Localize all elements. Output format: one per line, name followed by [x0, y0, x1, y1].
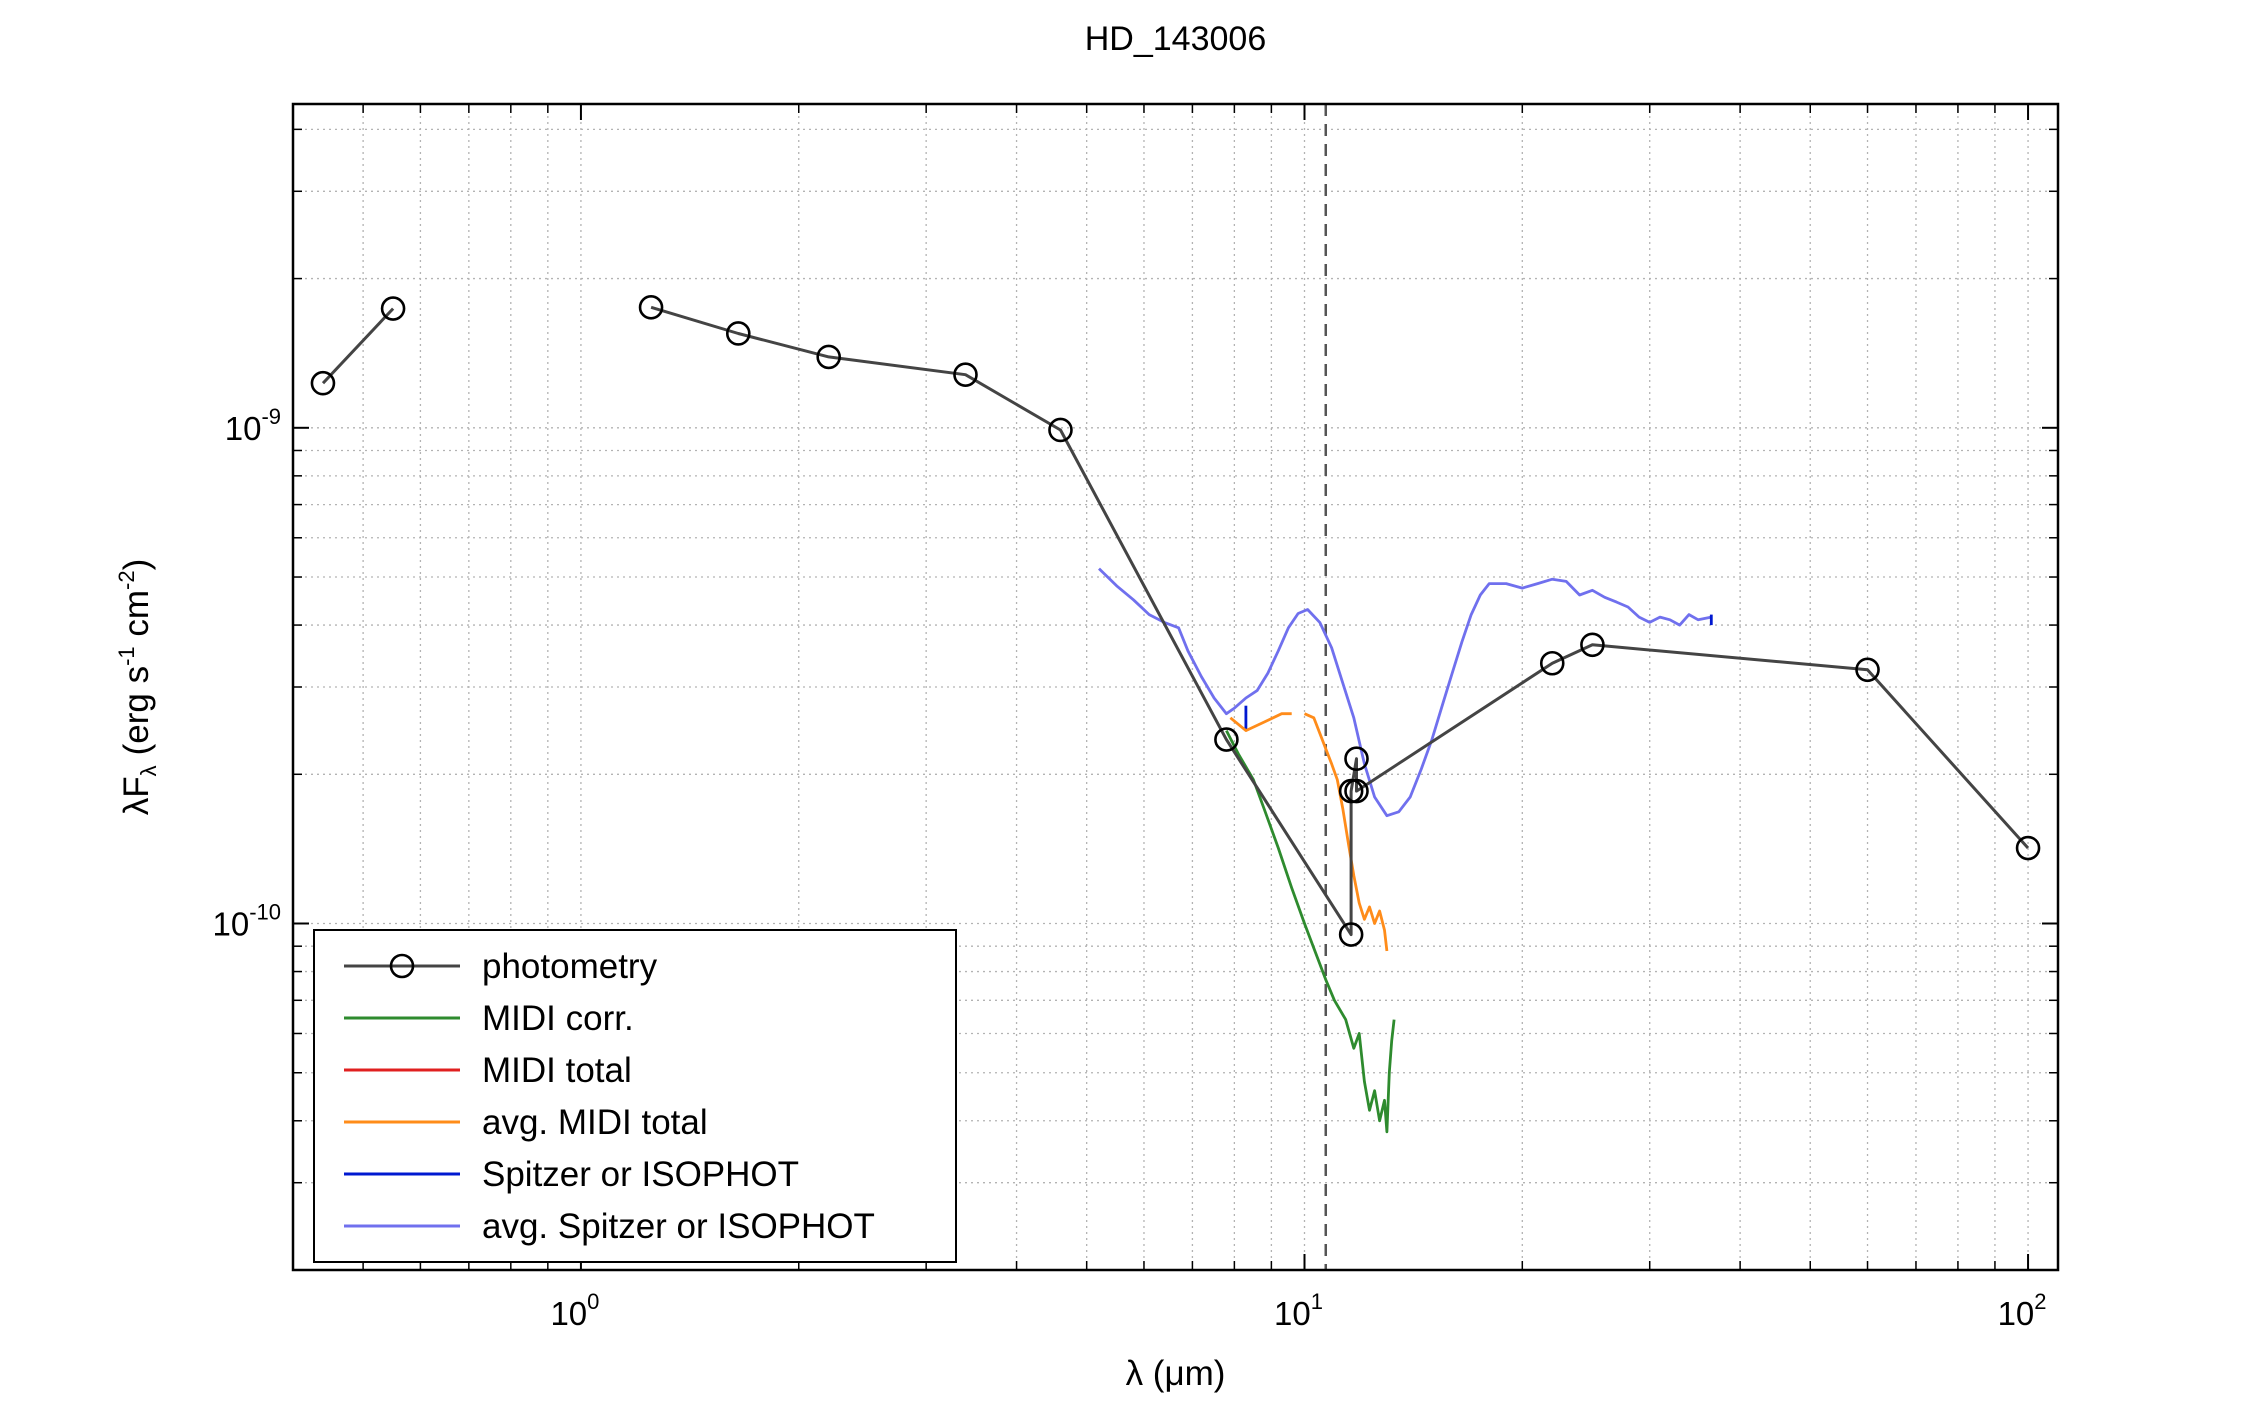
legend-marker: [389, 953, 415, 979]
series-photometry-point: [1539, 650, 1565, 676]
series-photometry-point: [725, 321, 751, 346]
x-tick-exp: 0: [587, 1289, 599, 1314]
series-photometry-point: [1048, 417, 1073, 443]
series-avg-midi-total-line: [1303, 712, 1389, 952]
series-photometry-point: [310, 370, 336, 396]
series-photometry-point: [638, 295, 664, 320]
x-label-unit: μm: [1164, 1354, 1213, 1393]
series-photometry-point: [953, 362, 978, 387]
series-photometry-point: [816, 344, 841, 370]
legend-label: avg. MIDI total: [482, 1103, 708, 1142]
x-label-suffix: ): [1214, 1354, 1226, 1393]
x-tick-label: 102: [1998, 1289, 2047, 1332]
series-photometry-point: [1344, 778, 1369, 804]
series-photometry-point: [1580, 632, 1605, 658]
x-tick-base: 10: [1998, 1295, 2035, 1332]
legend-box: [313, 929, 957, 1263]
series-photometry-point: [380, 296, 406, 321]
y-tick-base: 10: [225, 410, 262, 447]
y-label-mid: cm: [117, 590, 156, 646]
x-tick-exp: 1: [1311, 1289, 1323, 1314]
x-tick-label: 101: [1274, 1289, 1323, 1332]
series-photometry-point: [2015, 835, 2041, 861]
y-tick-label: 10-9: [225, 404, 281, 447]
legend-label: MIDI total: [482, 1051, 632, 1090]
series-midi-corr-line: [1225, 729, 1396, 1134]
legend-label: photometry: [482, 947, 658, 986]
plot-frame: [291, 102, 2060, 1272]
x-tick-base: 10: [550, 1295, 587, 1332]
x-label-prefix: λ (: [1126, 1354, 1165, 1393]
legend-label: Spitzer or ISOPHOT: [482, 1155, 799, 1194]
series-photometry-point: [1344, 746, 1369, 772]
legend-label: avg. Spitzer or ISOPHOT: [482, 1207, 875, 1246]
plot-border: [291, 102, 2060, 1272]
series-photometry-point: [1855, 657, 1880, 683]
y-label-units: (erg s: [117, 666, 156, 755]
y-axis-label: λFλ (erg s-1 cm-2): [114, 559, 161, 816]
y-tick-base: 10: [212, 906, 249, 943]
series-photometry-line: [321, 307, 395, 385]
series-photometry-line: [650, 305, 2030, 937]
x-tick-base: 10: [1274, 1295, 1311, 1332]
y-label-close: ): [117, 559, 156, 571]
x-axis-label: λ (μm): [1126, 1354, 1226, 1393]
y-label-sub: λ: [136, 765, 161, 776]
legend: photometry MIDI corr. MIDI total avg. MIDI …: [313, 929, 957, 1263]
y-tick-label: 10-10: [212, 900, 281, 943]
y-label-exp1: -1: [114, 646, 139, 666]
series-avg-spitzer-or-isophot-line: [1098, 567, 1712, 818]
y-tick-exp: -9: [261, 404, 281, 429]
series-avg-midi-total-line: [1229, 712, 1292, 732]
series-photometry-point: [1338, 922, 1364, 947]
y-label-main: λF: [117, 776, 156, 815]
legend-label: MIDI corr.: [482, 999, 634, 1038]
y-tick-exp: -10: [249, 900, 281, 925]
x-tick-exp: 2: [2034, 1289, 2046, 1314]
y-label-exp2: -2: [114, 570, 139, 590]
chart-title: HD_143006: [1085, 20, 1266, 58]
plot-area: [310, 104, 2041, 1270]
plot-series: [310, 104, 2041, 1270]
series-photometry-point: [1214, 727, 1239, 752]
x-tick-label: 100: [550, 1289, 599, 1332]
